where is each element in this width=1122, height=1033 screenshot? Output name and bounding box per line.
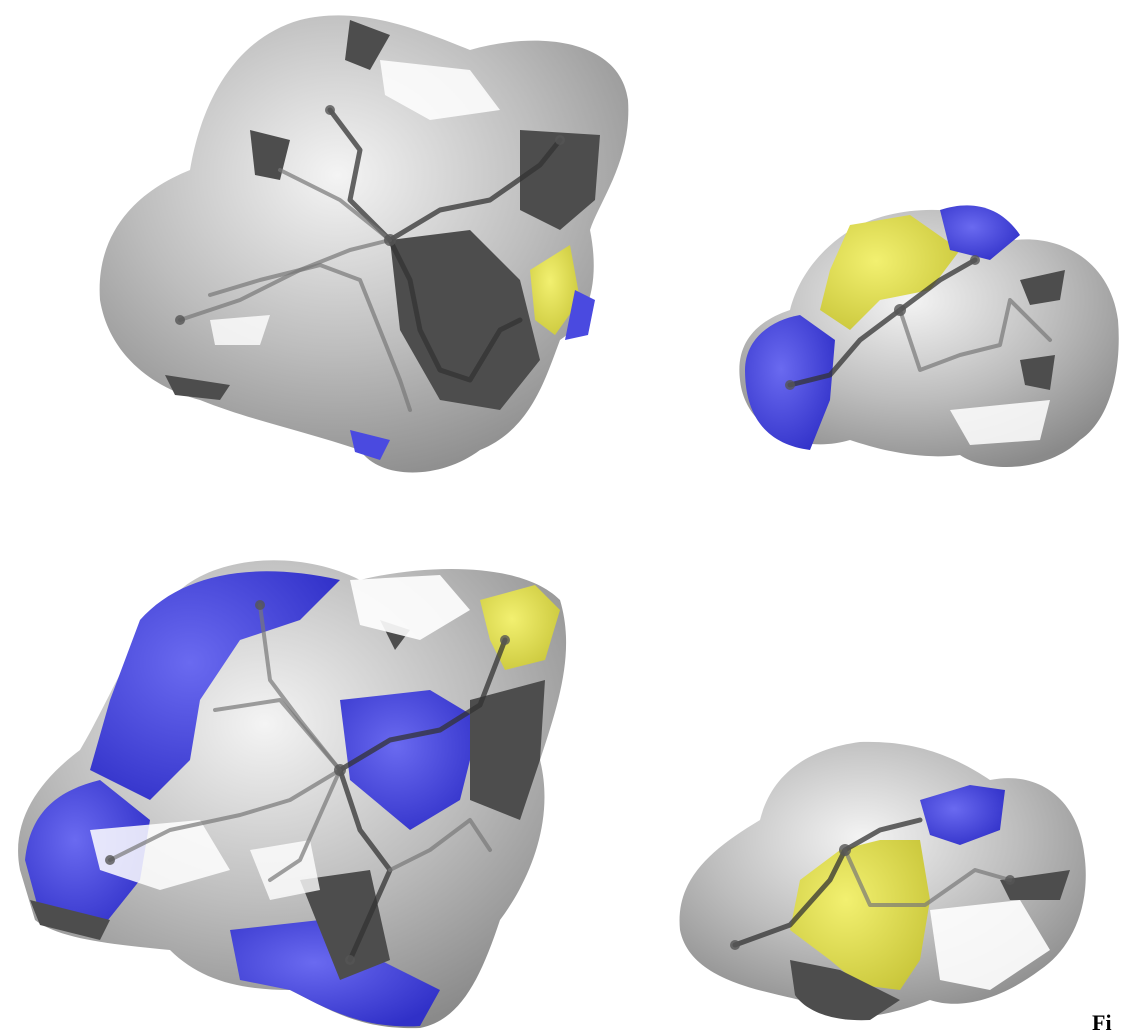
surface-patch-dark bbox=[1020, 355, 1055, 390]
atom bbox=[785, 380, 795, 390]
atom bbox=[500, 635, 510, 645]
surface-patch-dark bbox=[1020, 270, 1065, 305]
surface-body bbox=[99, 15, 629, 473]
atom bbox=[970, 255, 980, 265]
surface-bottom-right bbox=[679, 741, 1086, 1021]
surface-patch-blue bbox=[920, 785, 1005, 845]
surface-patch-blue bbox=[25, 780, 150, 930]
atom bbox=[1005, 875, 1015, 885]
figure-caption: Fi bbox=[1092, 1010, 1112, 1033]
surface-patch-dark bbox=[30, 900, 110, 940]
atom bbox=[175, 315, 185, 325]
surface-patch-dark bbox=[520, 130, 600, 230]
molecule-bonds bbox=[178, 168, 392, 322]
molecule-bonds bbox=[337, 637, 508, 773]
surface-patch-yellow bbox=[530, 245, 580, 335]
surface-patch-white bbox=[950, 400, 1050, 445]
atom bbox=[894, 304, 906, 316]
surface-patch-white bbox=[210, 315, 270, 345]
surface-patch-white bbox=[380, 60, 500, 120]
surface-patch-dark bbox=[470, 680, 545, 820]
atom bbox=[555, 135, 565, 145]
molecule-bonds bbox=[388, 818, 492, 872]
surface-patch-yellow bbox=[790, 840, 930, 990]
atom bbox=[255, 600, 265, 610]
surface-patch-dark bbox=[790, 960, 900, 1021]
molecule-bonds bbox=[208, 263, 412, 412]
molecule-bonds bbox=[898, 298, 1052, 372]
atom bbox=[730, 940, 740, 950]
surface-patch-white bbox=[930, 900, 1050, 990]
surface-patch-yellow bbox=[820, 215, 960, 330]
atom bbox=[334, 764, 346, 776]
surface-patch-blue bbox=[90, 571, 340, 800]
molecule-bonds bbox=[108, 603, 342, 862]
surface-patch-blue bbox=[230, 920, 440, 1027]
surface-top-left bbox=[99, 15, 629, 473]
surface-top-right bbox=[739, 205, 1119, 468]
surface-patch-white bbox=[90, 820, 230, 890]
atom bbox=[325, 105, 335, 115]
molecule-bonds bbox=[387, 237, 523, 383]
surface-patch-blue bbox=[565, 290, 595, 340]
surface-patch-dark bbox=[390, 230, 540, 410]
molecule-bonds bbox=[732, 817, 923, 948]
surface-patch-dark bbox=[1000, 870, 1070, 900]
molecule-bonds bbox=[327, 107, 563, 243]
surface-patch-dark bbox=[165, 375, 230, 400]
surface-bottom-left bbox=[18, 560, 567, 1029]
atom bbox=[384, 234, 396, 246]
molecule-bonds bbox=[843, 848, 1012, 907]
surface-patch-dark bbox=[250, 130, 290, 180]
molecule-bonds bbox=[337, 767, 393, 963]
atom bbox=[105, 855, 115, 865]
atom bbox=[839, 844, 851, 856]
surface-patch-blue bbox=[940, 205, 1020, 260]
surface-patch-white bbox=[350, 575, 470, 640]
molecule-bonds bbox=[787, 257, 978, 388]
atom bbox=[345, 955, 355, 965]
surface-patch-blue bbox=[350, 430, 390, 460]
surface-patch-dark bbox=[300, 870, 390, 980]
surface-patch-dark bbox=[345, 20, 390, 70]
